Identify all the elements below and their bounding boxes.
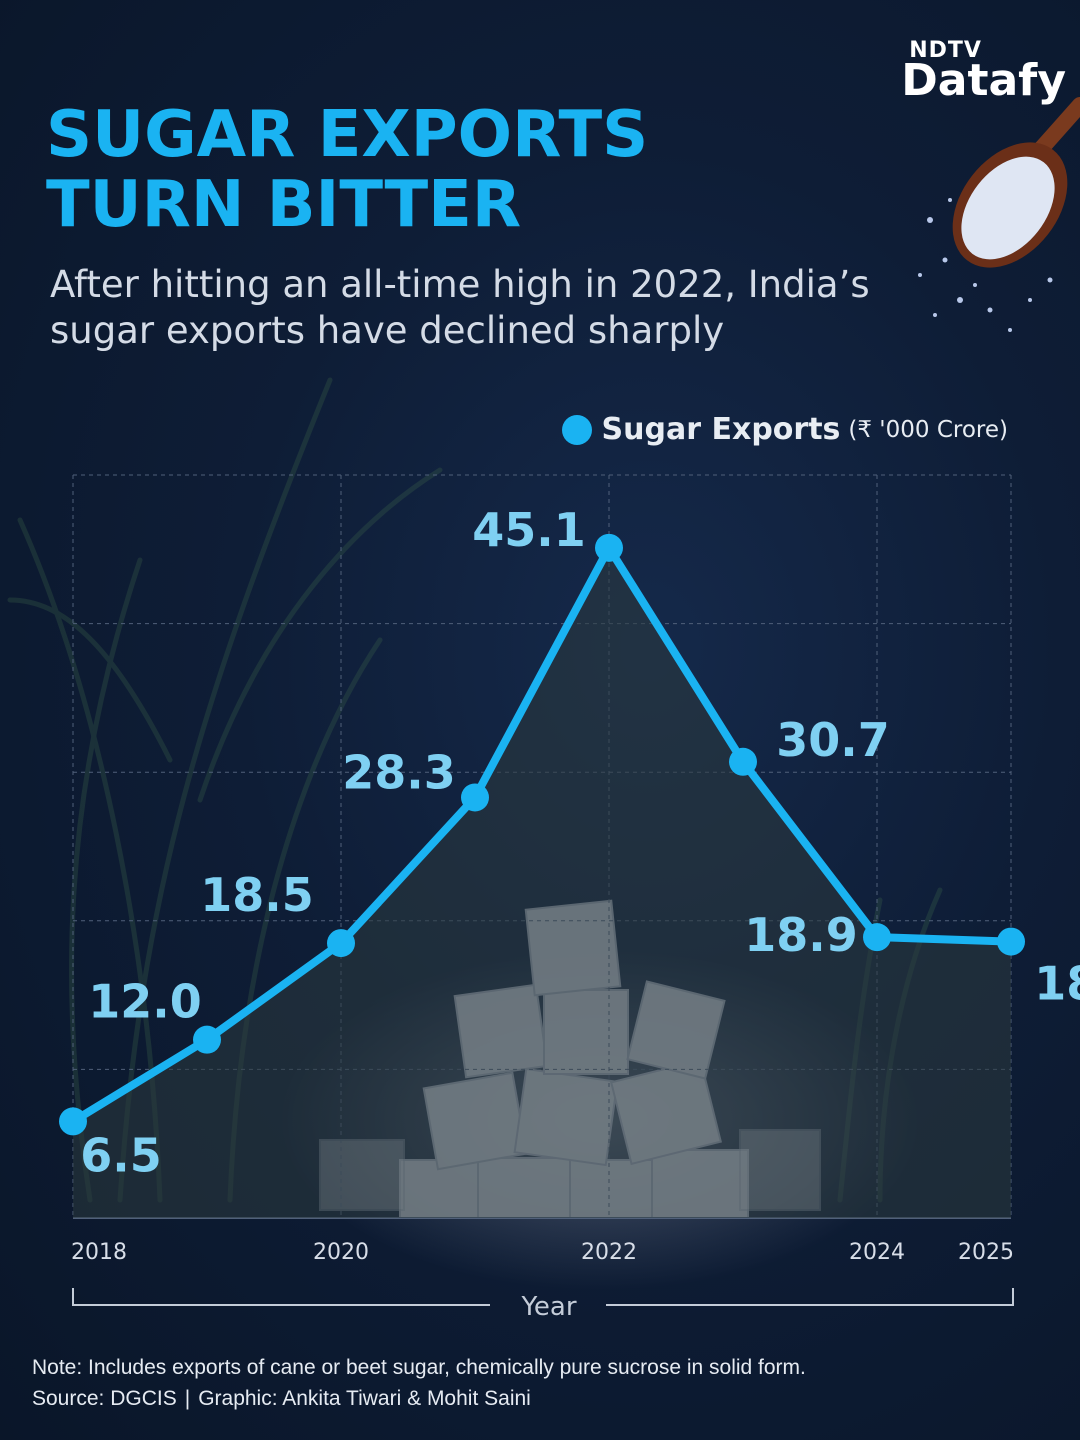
x-tick-label-2024: 2024 — [849, 1240, 905, 1265]
data-point-2022 — [595, 533, 623, 562]
x-axis-title: Year — [520, 1292, 576, 1322]
data-point-group — [59, 533, 1025, 1136]
area-fill — [73, 547, 1011, 1218]
legend-series-name: Sugar Exports — [601, 412, 841, 447]
chart-area-fill — [73, 547, 1011, 1218]
data-point-2023 — [729, 747, 757, 776]
title-line-1: SUGAR EXPORTS — [46, 98, 649, 172]
data-label-2020: 18.5 — [200, 868, 314, 922]
title-line-2: TURN BITTER — [46, 168, 522, 242]
chart-legend: Sugar Exports (₹ '000 Crore) — [561, 412, 1008, 447]
x-tick-label-2025: 2025 — [958, 1240, 1014, 1265]
footer-separator: | — [184, 1387, 191, 1410]
subtitle: After hitting an all-time high in 2022, … — [50, 263, 870, 352]
data-point-2025 — [997, 927, 1025, 956]
legend-marker — [561, 414, 592, 445]
data-label-2025: 18.6 — [1034, 957, 1080, 1011]
data-label-2021: 28.3 — [342, 745, 456, 799]
legend-unit: (₹ '000 Crore) — [848, 416, 1008, 443]
data-label-2018: 6.5 — [80, 1128, 162, 1182]
page-title: SUGAR EXPORTS TURN BITTER — [46, 100, 648, 240]
data-label-2024: 18.9 — [744, 908, 858, 962]
brand-logo-main: Datafy — [901, 55, 1066, 106]
footer: Note: Includes exports of cane or beet s… — [32, 1352, 806, 1414]
x-tick-label-2020: 2020 — [313, 1240, 369, 1265]
data-label-2019: 12.0 — [88, 975, 202, 1029]
footer-note: Note: Includes exports of cane or beet s… — [32, 1356, 806, 1379]
data-point-2021 — [461, 783, 489, 812]
x-tick-label-2018: 2018 — [71, 1240, 127, 1265]
brand-logo: NDTV Datafy — [901, 38, 1066, 103]
footer-source: Source: DGCIS — [32, 1387, 177, 1410]
data-point-2020 — [327, 929, 355, 958]
data-label-2023: 30.7 — [776, 713, 890, 767]
footer-credit: Graphic: Ankita Tiwari & Mohit Saini — [198, 1387, 531, 1410]
x-tick-label-2022: 2022 — [581, 1240, 637, 1265]
series-line-sugar-exports — [69, 543, 1015, 1126]
brand-logo-top: NDTV — [909, 38, 982, 63]
data-label-group: 6.5 12.0 18.5 28.3 45.1 30.7 18.9 18.6 — [80, 503, 1080, 1183]
sugar-scoop-illustration — [918, 97, 1080, 332]
data-point-2018 — [59, 1107, 87, 1136]
x-axis-title-group: Year — [72, 1288, 1014, 1322]
footer-source-line: Source: DGCIS | Graphic: Ankita Tiwari & M… — [32, 1383, 806, 1414]
series-line-group — [69, 543, 1015, 1126]
data-point-2019 — [193, 1025, 221, 1054]
x-axis-ticks: 2018 2020 2022 2024 2025 — [71, 1240, 1014, 1265]
data-label-2022: 45.1 — [472, 503, 586, 557]
data-point-2024 — [863, 923, 891, 952]
